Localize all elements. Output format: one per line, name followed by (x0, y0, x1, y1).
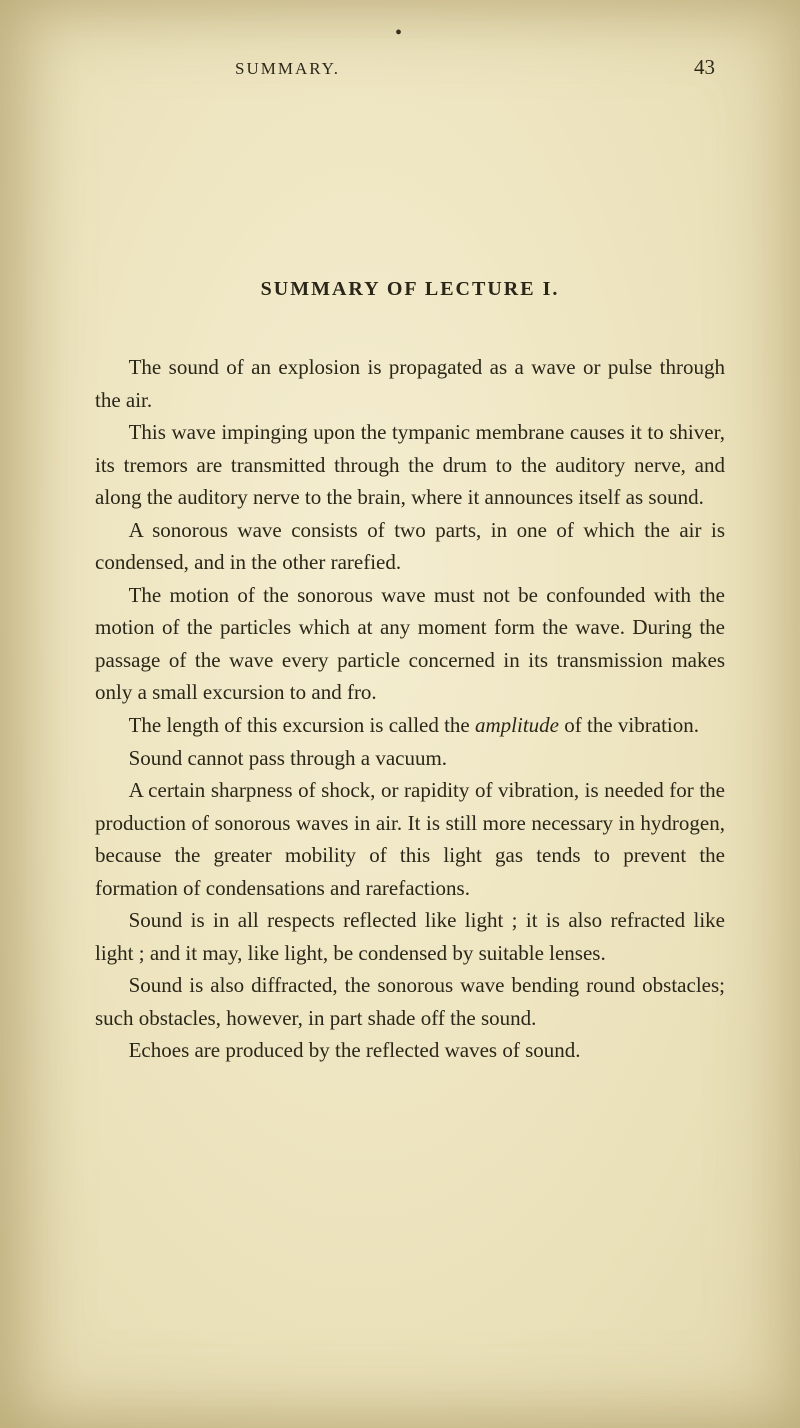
text-run: of the vibration. (559, 713, 699, 737)
header-row: SUMMARY. 43 (95, 55, 725, 80)
paragraph: The sound of an explosion is propagated … (95, 351, 725, 416)
paragraph: The length of this excursion is called t… (95, 709, 725, 742)
paragraph: Sound is in all respects reflected like … (95, 904, 725, 969)
paragraph: Echoes are produced by the reflected wav… (95, 1034, 725, 1067)
page-number: 43 (694, 55, 715, 80)
italic-term: amplitude (475, 713, 559, 737)
body-text: The sound of an explosion is propagated … (95, 351, 725, 1067)
paragraph: Sound is also diffracted, the sonorous w… (95, 969, 725, 1034)
paragraph: The motion of the sonorous wave must not… (95, 579, 725, 709)
paragraph: Sound cannot pass through a vacuum. (95, 742, 725, 775)
paragraph: A certain sharpness of shock, or rapidit… (95, 774, 725, 904)
stray-dot: • (395, 22, 402, 45)
paragraph: This wave impinging upon the tympanic me… (95, 416, 725, 514)
scanned-page: • SUMMARY. 43 SUMMARY OF LECTURE I. The … (0, 0, 800, 1428)
running-head: SUMMARY. (235, 59, 340, 79)
chapter-title: SUMMARY OF LECTURE I. (95, 278, 725, 301)
paragraph: A sonorous wave consists of two parts, i… (95, 514, 725, 579)
text-run: The length of this excursion is called t… (129, 713, 475, 737)
